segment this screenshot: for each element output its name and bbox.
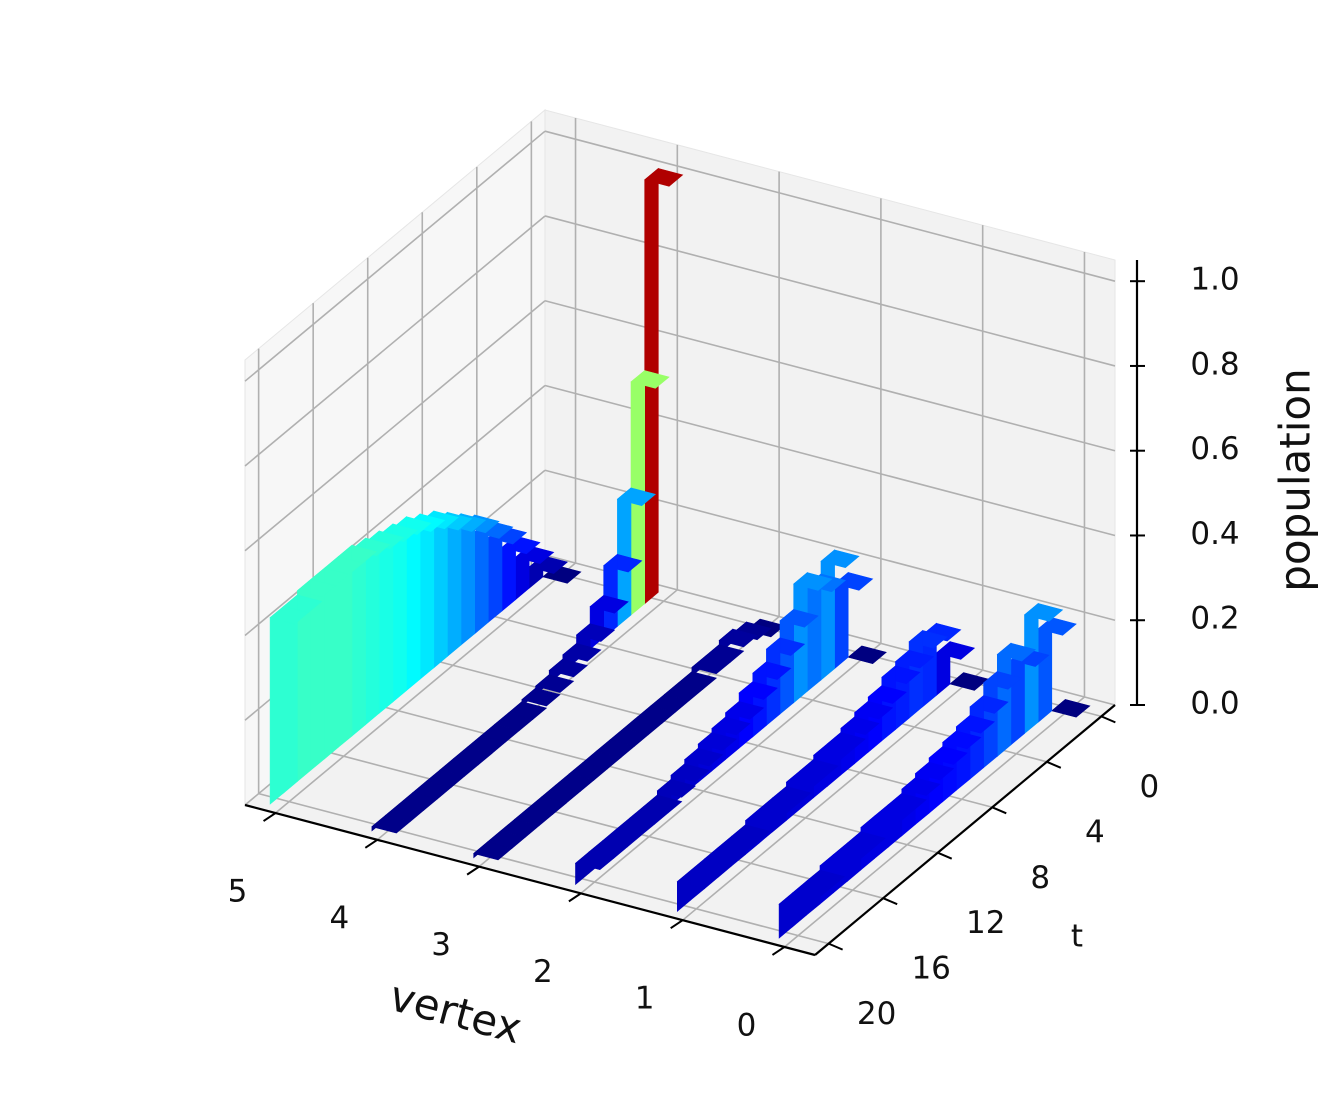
y-tick-label: 12 xyxy=(966,905,1005,941)
ribbon-face xyxy=(806,573,822,692)
ribbon-face xyxy=(1010,648,1025,746)
grid-line xyxy=(544,299,1116,452)
x-tick-label: 4 xyxy=(329,900,349,936)
ribbon-face xyxy=(433,511,448,669)
y-tick-label: 8 xyxy=(1030,860,1050,896)
z-tick-label: 0.8 xyxy=(1190,346,1239,382)
ribbon-face xyxy=(297,578,312,783)
x-tick xyxy=(670,919,684,930)
y-tick xyxy=(882,897,898,906)
z-tick-label: 1.0 xyxy=(1190,262,1239,298)
ribbon-face xyxy=(419,510,435,680)
ribbon-face xyxy=(778,892,794,939)
grid-line xyxy=(275,562,577,814)
x-tick-label: 5 xyxy=(228,874,248,910)
x-tick xyxy=(568,892,582,903)
ribbon-face xyxy=(867,685,883,753)
x-tick xyxy=(364,838,378,849)
x-tick xyxy=(771,946,786,956)
y-tick xyxy=(1100,715,1116,724)
y-tick-label: 16 xyxy=(911,951,950,987)
grid-line xyxy=(682,669,984,921)
grid-line xyxy=(258,792,829,945)
ribbon-face xyxy=(474,519,489,635)
x-axis-line xyxy=(244,803,816,957)
z-axis-label: population xyxy=(1271,368,1320,592)
ribbon-face xyxy=(487,525,503,623)
z-tick-label: 0.4 xyxy=(1190,516,1239,552)
grid-line xyxy=(244,130,546,382)
grid-line xyxy=(544,130,1116,282)
ribbon-face xyxy=(779,608,795,715)
ribbon-face xyxy=(521,687,536,707)
y-tick-label: 20 xyxy=(857,996,896,1032)
ribbon-face xyxy=(460,514,476,646)
grid-line xyxy=(544,215,1116,367)
x-tick-label: 1 xyxy=(635,981,655,1017)
x-tick-label: 0 xyxy=(737,1007,757,1043)
ribbon-face xyxy=(406,513,421,692)
ribbon-face xyxy=(283,594,298,794)
y-tick xyxy=(828,942,844,951)
y-tick-label: 0 xyxy=(1139,769,1159,805)
y-tick-label: 4 xyxy=(1085,814,1105,850)
x-tick-label: 3 xyxy=(431,927,451,963)
ribbon-face xyxy=(575,851,590,886)
y-axis-label: t xyxy=(1071,919,1083,955)
grid-line xyxy=(244,384,546,637)
ribbon-face xyxy=(676,869,692,912)
ribbon-face xyxy=(752,661,767,738)
z-tick-label: 0.6 xyxy=(1190,431,1239,467)
x-tick-label: 2 xyxy=(533,954,553,990)
y-tick xyxy=(937,851,953,860)
ribbon-face xyxy=(820,549,835,681)
ribbon-face xyxy=(1024,602,1039,735)
grid-line xyxy=(244,215,546,467)
ribbon-face xyxy=(766,637,781,727)
grid-line xyxy=(367,701,938,854)
ribbon-face xyxy=(371,814,386,832)
y-tick xyxy=(991,806,1007,815)
ribbon-face xyxy=(928,745,944,814)
ribbon-face xyxy=(501,535,516,612)
ribbon-face xyxy=(310,567,326,771)
ribbon-face xyxy=(269,605,285,805)
z-tick-label: 0.0 xyxy=(1190,686,1239,722)
ribbon-face xyxy=(378,523,394,714)
ribbon-face xyxy=(793,571,808,704)
ribbon-face xyxy=(473,841,488,859)
grid-line xyxy=(783,696,1085,948)
grid-line xyxy=(422,656,993,809)
grid-line xyxy=(244,300,546,552)
x-tick xyxy=(466,865,480,876)
ribbon-face xyxy=(881,665,896,742)
z-tick-label: 0.2 xyxy=(1190,601,1239,637)
ribbon-face xyxy=(1037,616,1053,723)
ribbon-face xyxy=(365,530,380,726)
x-tick xyxy=(262,812,277,822)
grid-line xyxy=(312,747,884,899)
ribbon-face xyxy=(447,513,462,658)
x-axis-label: vertex xyxy=(385,971,527,1053)
ribbon-face xyxy=(691,655,706,677)
y-axis-line xyxy=(814,704,1116,956)
y-tick xyxy=(1046,760,1062,769)
grid-line xyxy=(580,642,882,895)
